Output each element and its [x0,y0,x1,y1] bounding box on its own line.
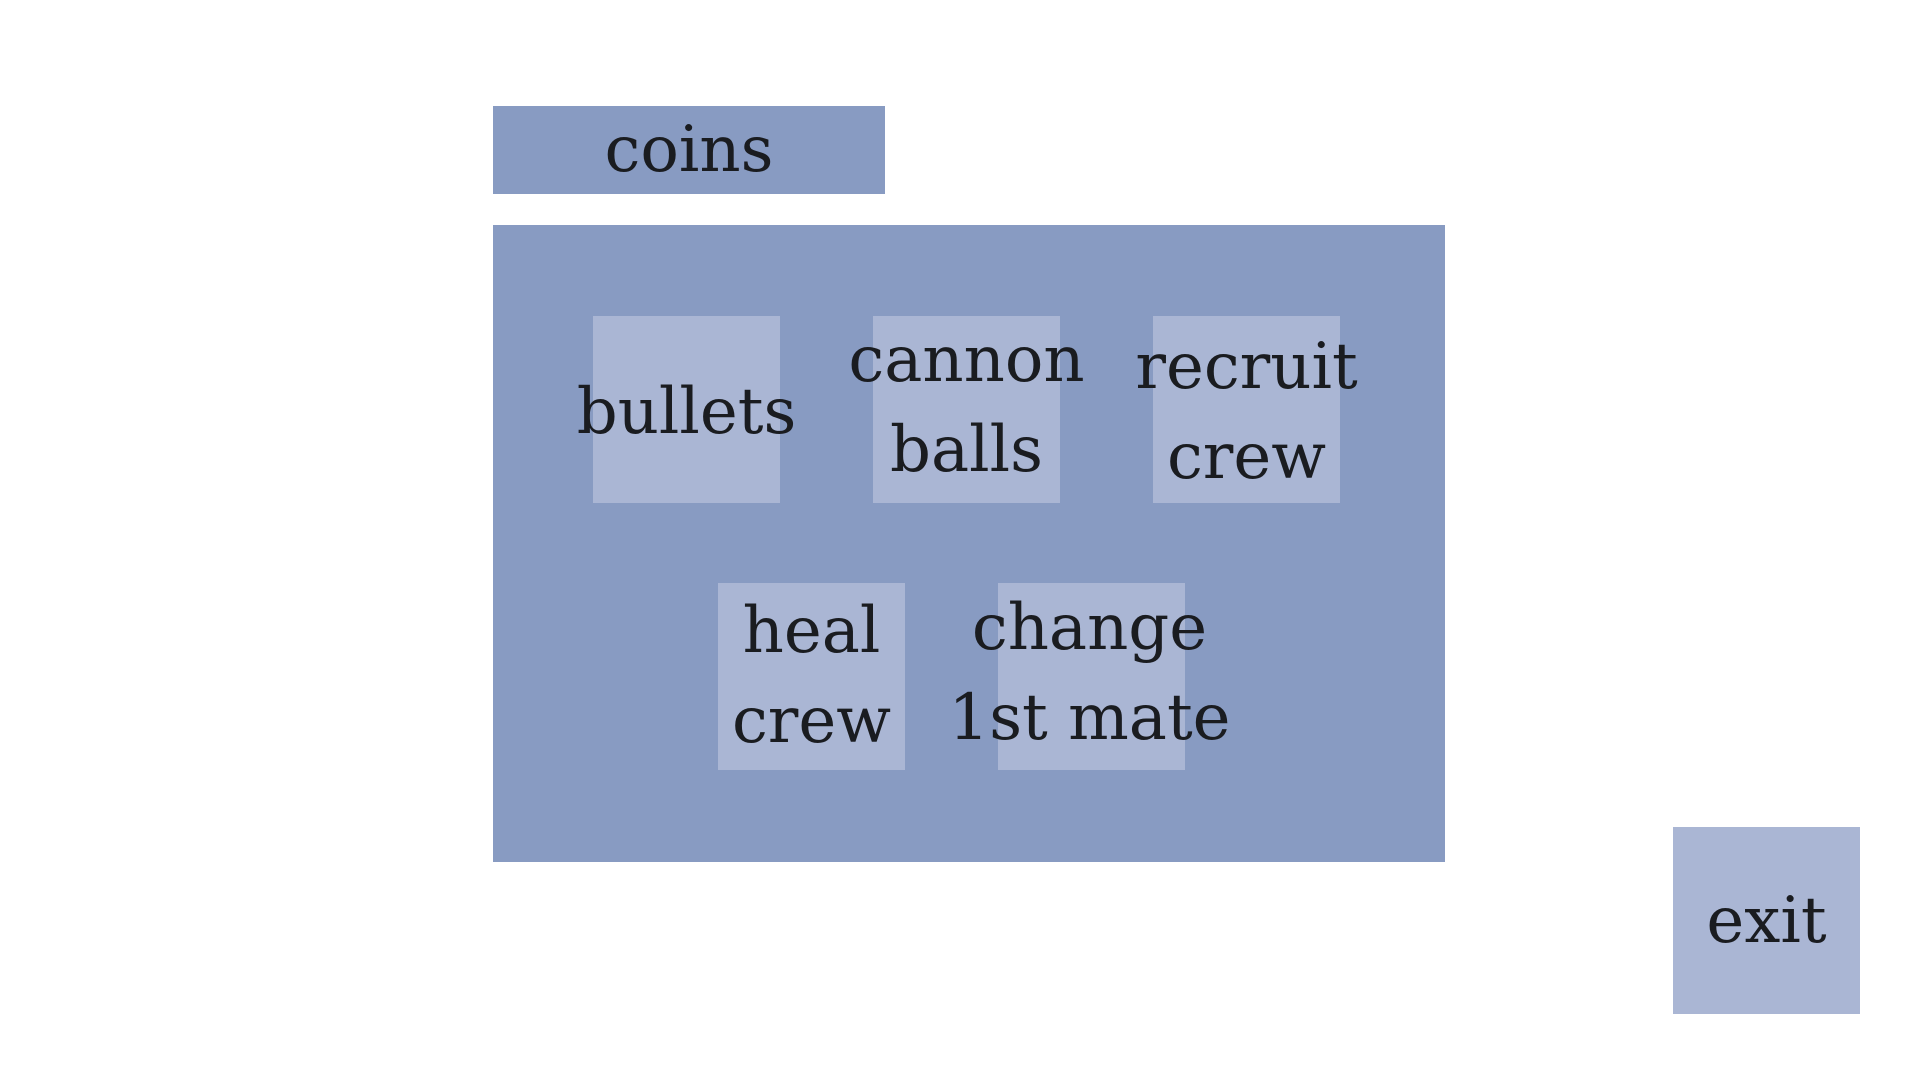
coins-label: coins [604,113,774,187]
recruit-crew-label: recruit crew [1135,329,1358,494]
buy-bullets-label: bullets [576,374,797,449]
shop-panel: bullets cannon balls recruit crew heal c… [493,225,1445,862]
buy-cannon-balls-button[interactable]: cannon balls [848,316,1085,503]
change-first-mate-button[interactable]: change 1st mate [948,583,1231,770]
exit-label: exit [1706,883,1827,958]
heal-crew-button[interactable]: heal crew [718,583,905,770]
recruit-crew-button[interactable]: recruit crew [1135,316,1358,503]
heal-crew-label: heal crew [731,593,892,758]
change-first-mate-label: change 1st mate [948,590,1231,755]
exit-button[interactable]: exit [1673,827,1860,1014]
buy-cannon-balls-label: cannon balls [848,322,1085,487]
buy-bullets-button[interactable]: bullets [577,316,796,503]
coins-display: coins [493,106,885,194]
